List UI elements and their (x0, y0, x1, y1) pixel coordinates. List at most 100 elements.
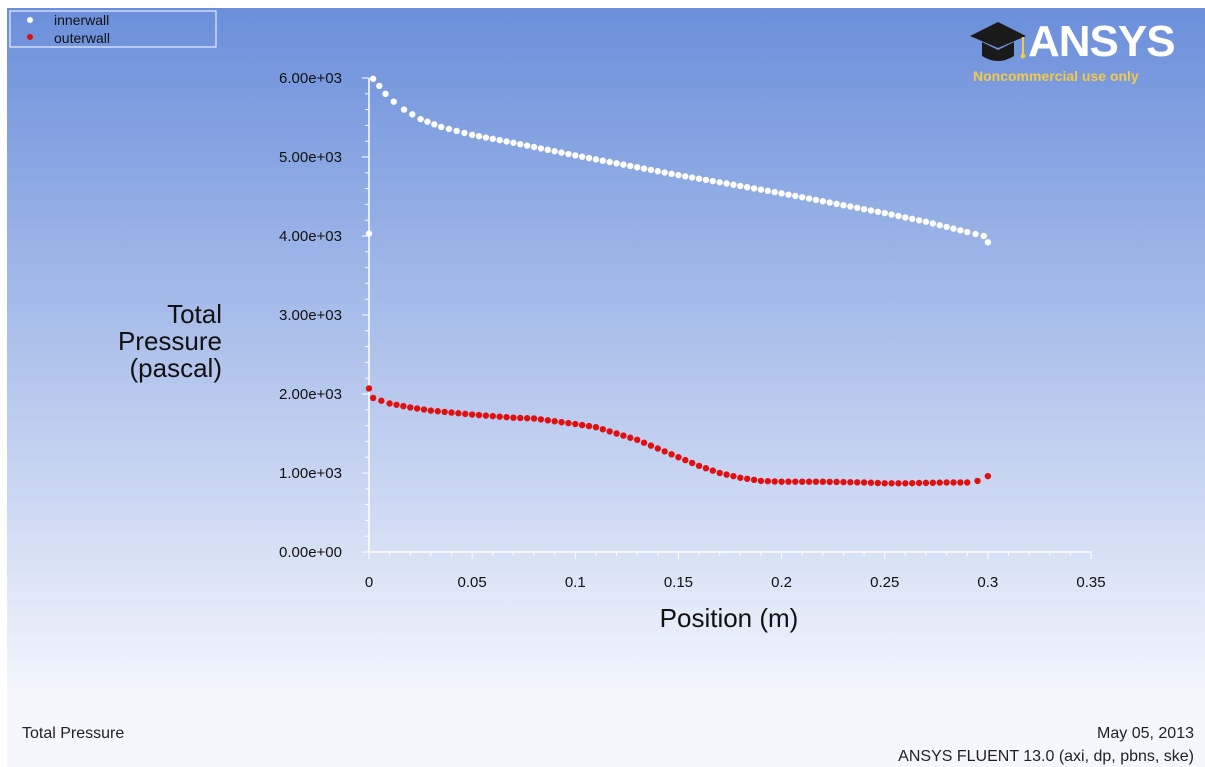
x-tick-label: 0.35 (1076, 574, 1105, 591)
data-point-innerwall (675, 171, 682, 179)
x-tick-label: 0 (365, 574, 373, 591)
data-point-outerwall (943, 479, 950, 486)
axes (362, 77, 1092, 559)
data-point-outerwall (764, 477, 772, 485)
data-point-innerwall (537, 145, 545, 152)
y-tick-label: 1.00e+03 (279, 465, 342, 482)
data-point-outerwall (757, 477, 765, 485)
data-point-outerwall (895, 480, 902, 487)
data-point-outerwall (936, 479, 943, 486)
data-point-innerwall (936, 222, 943, 229)
data-point-innerwall (445, 125, 453, 133)
data-point-innerwall (365, 230, 373, 237)
data-point-outerwall (929, 479, 937, 486)
data-point-innerwall (737, 182, 744, 190)
data-point-outerwall (592, 423, 600, 431)
data-point-outerwall (716, 469, 723, 477)
data-point-innerwall (517, 140, 524, 148)
data-point-innerwall (854, 204, 861, 212)
data-point-innerwall (668, 170, 675, 178)
data-point-innerwall (805, 195, 813, 202)
data-point-innerwall (778, 190, 785, 197)
footer-version: ANSYS FLUENT 13.0 (axi, dp, pbns, ske) (898, 748, 1194, 765)
data-point-innerwall (682, 173, 689, 180)
data-point-outerwall (847, 479, 854, 486)
data-point-innerwall (599, 157, 606, 164)
data-point-outerwall (585, 422, 593, 430)
data-point-innerwall (847, 203, 854, 210)
data-point-innerwall (688, 174, 696, 181)
data-point-innerwall (417, 115, 424, 123)
data-point-outerwall (420, 406, 428, 413)
data-point-innerwall (438, 123, 445, 131)
data-point-outerwall (702, 465, 710, 472)
plot-background (7, 8, 1205, 688)
data-point-outerwall (778, 478, 785, 485)
data-point-outerwall (378, 397, 385, 404)
data-point-outerwall (902, 480, 909, 487)
data-point-outerwall (462, 410, 469, 418)
data-point-innerwall (654, 168, 661, 175)
data-point-innerwall (709, 177, 717, 185)
x-tick-label: 0.15 (664, 574, 693, 591)
data-point-innerwall (957, 227, 964, 234)
data-point-innerwall (716, 179, 723, 186)
data-point-innerwall (572, 152, 579, 159)
y-tick-label: 6.00e+03 (279, 70, 342, 87)
data-point-innerwall (482, 134, 490, 141)
data-point-innerwall (929, 220, 937, 227)
data-point-innerwall (565, 150, 572, 158)
data-point-innerwall (771, 188, 778, 196)
data-point-outerwall (984, 472, 992, 480)
data-point-innerwall (544, 146, 551, 154)
data-point-innerwall (950, 225, 957, 232)
data-point-innerwall (915, 217, 923, 224)
data-point-outerwall (723, 471, 730, 478)
data-point-outerwall (386, 400, 393, 407)
legend-marker-outerwall (27, 34, 33, 40)
series-innerwall (365, 75, 992, 246)
data-point-outerwall (860, 479, 868, 486)
data-point-outerwall (974, 477, 981, 485)
y-tick-label: 3.00e+03 (279, 307, 342, 324)
data-point-outerwall (441, 408, 448, 416)
data-point-innerwall (723, 180, 730, 187)
graduation-cap-icon (970, 22, 1026, 61)
x-tick-label: 0.05 (458, 574, 487, 591)
data-point-outerwall (730, 472, 737, 480)
x-tick-label: 0.2 (771, 574, 792, 591)
y-tick-label: 0.00e+00 (279, 544, 342, 561)
footer-date: May 05, 2013 (1097, 725, 1194, 742)
data-point-innerwall (943, 223, 950, 231)
data-point-outerwall (922, 479, 930, 487)
legend-marker-innerwall (27, 17, 33, 23)
data-point-innerwall (743, 183, 751, 191)
data-point-outerwall (695, 462, 703, 470)
data-point-innerwall (888, 211, 895, 218)
data-point-innerwall (799, 194, 806, 201)
data-point-outerwall (537, 416, 545, 423)
data-point-innerwall (627, 162, 634, 170)
data-point-outerwall (434, 408, 441, 415)
footer-background (7, 688, 1205, 767)
data-point-outerwall (578, 421, 586, 429)
data-point-outerwall (455, 410, 462, 417)
data-point-outerwall (365, 385, 373, 392)
data-point-outerwall (950, 479, 957, 486)
data-point-outerwall (400, 402, 407, 410)
data-point-innerwall (984, 239, 992, 246)
data-point-outerwall (812, 478, 820, 485)
y-axis-title-line-1: Total (167, 299, 222, 329)
legend-label-innerwall: innerwall (54, 12, 109, 28)
data-point-innerwall (390, 98, 397, 105)
data-point-innerwall (980, 232, 987, 240)
data-point-innerwall (922, 218, 930, 225)
data-point-outerwall (599, 426, 606, 433)
data-point-outerwall (833, 478, 840, 486)
data-point-innerwall (369, 75, 377, 82)
data-point-outerwall (709, 467, 717, 474)
data-point-outerwall (475, 411, 483, 419)
data-point-innerwall (468, 131, 476, 139)
